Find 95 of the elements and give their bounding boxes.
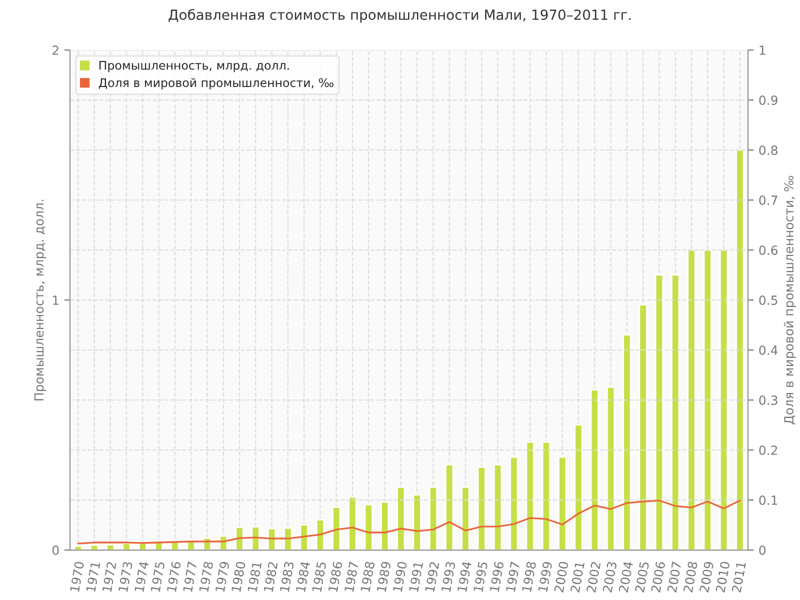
- bar: [736, 149, 744, 550]
- bar: [493, 464, 502, 550]
- x-tick-label: 1985: [312, 562, 326, 592]
- x-tick-label: 2005: [634, 562, 650, 593]
- bar: [461, 486, 470, 550]
- bar: [348, 496, 357, 550]
- bar: [606, 386, 616, 550]
- bar: [622, 334, 632, 550]
- legend-label: Доля в мировой промышленности, ‰: [98, 78, 334, 90]
- y-axis-title: Промышленность, млрд. долл.: [34, 200, 46, 400]
- x-tick-label: 1987: [344, 562, 359, 592]
- x-tick-label: 2010: [715, 561, 730, 593]
- bar: [654, 274, 664, 550]
- bar: [251, 526, 260, 550]
- y-tick-label: 1: [53, 296, 58, 305]
- bar: [671, 274, 680, 550]
- bar: [364, 504, 373, 550]
- y2-tick-label: 0.1: [759, 495, 778, 505]
- bar: [235, 526, 244, 550]
- x-tick-label: 2011: [732, 562, 746, 593]
- x-tick-label: 1996: [490, 561, 504, 592]
- x-tick-label: 2004: [618, 561, 634, 593]
- x-tick-label: 1977: [182, 562, 198, 592]
- bar: [74, 545, 82, 550]
- bar: [703, 249, 712, 550]
- x-tick-label: 2000: [554, 561, 569, 593]
- x-tick-label: 1982: [264, 562, 278, 592]
- bar: [380, 501, 390, 550]
- y2-tick-label: 0.7: [759, 196, 778, 205]
- x-tick-label: 2003: [602, 561, 617, 593]
- x-tick-label: 2007: [667, 562, 682, 593]
- bar: [687, 249, 696, 550]
- x-tick-label: 1972: [102, 562, 116, 592]
- legend-label: Промышленность, млрд. долл.: [99, 61, 289, 72]
- x-tick-label: 1971: [86, 562, 100, 592]
- x-tick-label: 1981: [247, 562, 262, 592]
- bar: [719, 249, 728, 550]
- x-tick-label: 1983: [280, 561, 294, 592]
- bar: [510, 456, 518, 550]
- line-series: [77, 500, 741, 544]
- x-tick-label: 1979: [215, 561, 230, 592]
- bar: [284, 527, 292, 550]
- y2-tick-label: 0.2: [759, 445, 778, 455]
- y2-tick-label: 0.6: [759, 246, 778, 255]
- x-tick-label: 1993: [441, 561, 456, 592]
- chart-title: Добавленная стоимость промышленности Мали, 1970–2011 гг.: [168, 9, 631, 23]
- bar: [106, 544, 115, 550]
- bar: [396, 486, 406, 550]
- bar: [300, 524, 308, 550]
- bar: [558, 456, 567, 550]
- x-tick-label: 1994: [457, 561, 472, 592]
- x-tick-label: 1988: [360, 561, 375, 592]
- x-tick-label: 1992: [424, 562, 440, 592]
- x-tick-label: 1986: [328, 561, 343, 592]
- y2-tick-label: 0.8: [759, 146, 778, 155]
- x-tick-label: 1991: [408, 562, 424, 592]
- y2-axis-title: Доля в мировой промышленности, ‰: [784, 176, 796, 424]
- x-tick-label: 1970: [70, 561, 84, 592]
- y2-tick-label: 0: [759, 545, 766, 555]
- x-tick-label: 2008: [683, 561, 698, 593]
- bar: [638, 304, 648, 550]
- bar: [477, 466, 486, 550]
- bar: [526, 441, 534, 550]
- x-tick-label: 1978: [198, 561, 214, 592]
- x-tick-label: 1980: [231, 561, 246, 592]
- y2-tick-label: 0.3: [759, 396, 778, 405]
- bar: [445, 464, 454, 550]
- bar: [332, 506, 341, 550]
- x-tick-label: 2001: [570, 562, 585, 593]
- x-tick-label: 1975: [150, 562, 165, 592]
- bar: [542, 441, 551, 550]
- x-tick-label: 1995: [473, 562, 488, 592]
- x-tick-label: 1976: [166, 561, 182, 592]
- x-tick-label: 2009: [699, 561, 714, 593]
- y-tick-label: 2: [52, 46, 58, 55]
- y2-tick-label: 1: [760, 46, 766, 55]
- y2-tick-label: 0.9: [759, 96, 778, 105]
- y-tick-label: 0: [52, 545, 59, 555]
- x-tick-label: 2006: [650, 561, 666, 593]
- x-tick-label: 1989: [376, 561, 391, 592]
- x-tick-label: 1973: [118, 561, 133, 592]
- x-tick-label: 1997: [506, 562, 520, 592]
- x-tick-label: 1998: [522, 561, 536, 592]
- x-tick-label: 1990: [392, 561, 408, 592]
- y2-tick-label: 0.4: [759, 346, 778, 355]
- x-tick-label: 2002: [586, 562, 601, 593]
- bar: [316, 519, 325, 550]
- bar: [574, 424, 583, 550]
- y2-tick-label: 0.5: [759, 296, 778, 305]
- bar: [428, 486, 438, 550]
- bar: [412, 494, 422, 550]
- x-tick-label: 1984: [296, 561, 310, 592]
- bar: [590, 389, 599, 550]
- x-tick-label: 1974: [134, 561, 149, 592]
- x-tick-label: 1999: [538, 561, 552, 592]
